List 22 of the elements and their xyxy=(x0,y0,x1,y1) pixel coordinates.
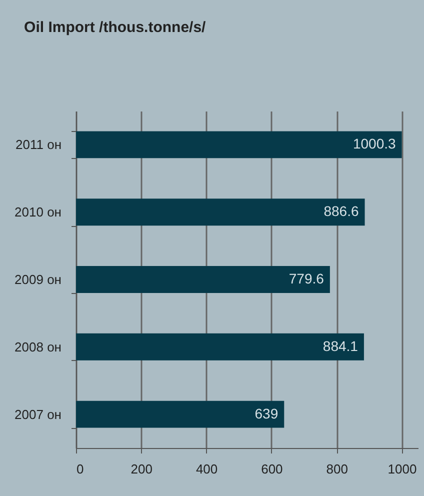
bar xyxy=(76,198,365,226)
chart-title: Oil Import /thous.tonne/s/ xyxy=(24,19,207,36)
data-label: 884.1 xyxy=(322,338,358,354)
data-label: 779.6 xyxy=(288,270,324,286)
bar xyxy=(76,131,402,158)
bar xyxy=(76,400,284,428)
bar xyxy=(76,266,330,293)
y-tick-label: 2008 он xyxy=(14,339,62,354)
x-tick-label: 400 xyxy=(196,462,218,476)
x-tick-label: 1000 xyxy=(388,462,417,476)
y-tick-label: 2010 он xyxy=(14,204,62,220)
data-label: 639 xyxy=(254,405,278,422)
x-tick-label: 200 xyxy=(130,462,152,476)
x-tick-label: 600 xyxy=(261,462,283,476)
y-tick-label: 2009 он xyxy=(14,272,62,287)
data-label: 1000.3 xyxy=(352,136,396,152)
x-tick-label: 0 xyxy=(76,462,84,476)
y-tick-label: 2007 он xyxy=(14,406,62,422)
y-tick-label: 2011 он xyxy=(16,137,62,152)
x-tick-label: 800 xyxy=(326,462,348,476)
data-label: 886.6 xyxy=(324,203,359,220)
bar xyxy=(76,333,364,360)
